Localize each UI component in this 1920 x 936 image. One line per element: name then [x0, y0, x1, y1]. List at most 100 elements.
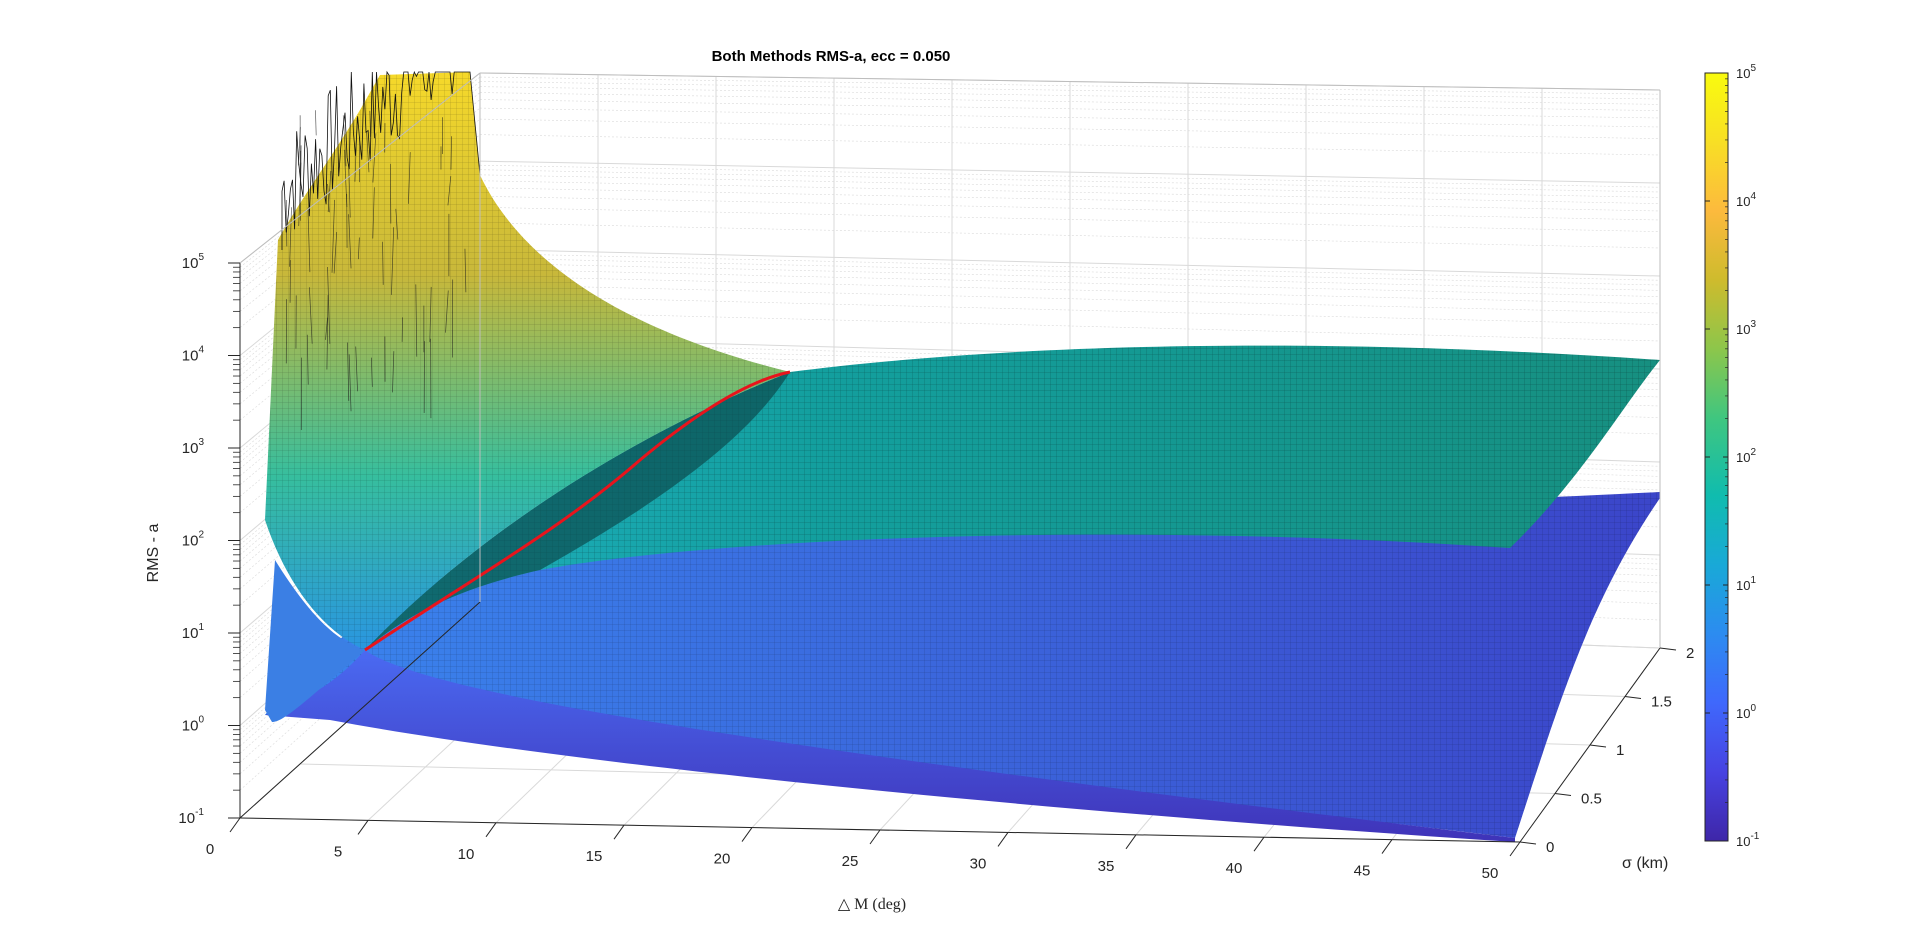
x-tick-label: 5	[334, 843, 342, 860]
x-tick	[1381, 839, 1393, 854]
x-tick	[1125, 834, 1137, 850]
noise-spike	[347, 342, 350, 401]
noise-spike	[331, 199, 335, 273]
noise-spike	[389, 163, 392, 224]
noise-spike	[382, 241, 384, 285]
y-tick-label: 1.5	[1651, 694, 1672, 711]
grid-line-z-minor	[479, 174, 1661, 198]
grid-line-z-minor	[479, 86, 1661, 105]
noise-spike	[391, 227, 395, 295]
x-tick	[869, 829, 881, 845]
y-tick-label: 2	[1686, 645, 1694, 662]
noise-spike	[464, 248, 467, 293]
noise-spike	[355, 346, 358, 392]
noise-spikes	[281, 70, 481, 430]
colorbar-tick-label: 104	[1736, 191, 1756, 209]
z-tick-label: 103	[182, 437, 205, 457]
axes-frame: 0 5 10 15 20 25 30 35 40 45 50 0 0.5 1 1.5 2 10-1 100 101 1…	[178, 72, 1694, 882]
y-tick	[1589, 744, 1607, 748]
z-axis-label: RMS - a	[145, 524, 162, 583]
noise-spike	[372, 187, 375, 239]
y-axis-label: σ (km)	[1622, 855, 1668, 872]
noise-spike	[285, 199, 288, 247]
noise-spike	[309, 287, 313, 344]
colorbar-tick-label: 101	[1736, 575, 1756, 593]
grid-line-z-minor	[479, 169, 1661, 193]
x-tick	[1253, 836, 1265, 852]
y-tick	[1624, 696, 1642, 699]
grid-line-z-minor	[479, 99, 1661, 119]
x-tick-label: 15	[586, 848, 603, 865]
grid-line-z-minor	[479, 295, 1661, 325]
noise-spike-trace	[281, 70, 481, 250]
x-tick	[229, 817, 241, 833]
z-tick-label: 105	[182, 252, 205, 272]
noise-spike	[371, 357, 373, 387]
x-axis-label: △ M (deg)	[838, 896, 906, 913]
grid-line-z	[479, 248, 1661, 277]
y-tick-label: 1	[1616, 742, 1624, 759]
grid-line-z-minor	[479, 262, 1661, 291]
x-tick-label: 35	[1098, 858, 1115, 875]
noise-spike	[366, 131, 370, 173]
intersection-line	[364, 370, 791, 652]
noise-spike	[408, 152, 411, 204]
noise-spike	[369, 110, 371, 137]
noise-spike	[342, 115, 347, 167]
noise-spike	[348, 354, 352, 412]
colorbar-ticks: 10-1 100 101 102 103 104 105	[1705, 63, 1760, 849]
y-tick	[1554, 793, 1572, 796]
noise-spike	[300, 145, 302, 221]
surface-lower	[265, 492, 1660, 842]
z-tick-label: 104	[182, 345, 205, 365]
noise-spike	[325, 317, 328, 340]
noise-spike	[372, 133, 377, 183]
grid-line-z-minor	[479, 134, 1661, 156]
y-tick	[1519, 841, 1537, 845]
z-tick-label: 100	[182, 715, 205, 735]
y-tick	[1659, 647, 1677, 651]
grid-line-z-minor	[479, 257, 1661, 286]
noise-spike	[429, 286, 432, 343]
colorbar-tick-label: 100	[1736, 703, 1756, 721]
x-tick	[485, 822, 497, 838]
x-tick	[997, 832, 1009, 847]
colorbar-tick-label: 103	[1736, 319, 1756, 337]
grid-line-z-minor	[479, 310, 1661, 342]
grid-line-z-minor	[479, 81, 1661, 100]
grid-line-z-minor	[479, 76, 1661, 95]
colorbar-tick-label: 102	[1736, 447, 1756, 465]
noise-spike	[358, 237, 360, 260]
x-tick-label: 45	[1354, 863, 1371, 880]
grid-line-z-minor	[479, 107, 1661, 128]
grid-line-z	[479, 160, 1661, 184]
noise-spike	[445, 290, 449, 333]
x-tick-label: 40	[1226, 860, 1243, 877]
chart-title: Both Methods RMS-a, ecc = 0.050	[712, 48, 951, 65]
x-tick-label: 30	[970, 855, 987, 872]
grid-line-z-minor	[479, 284, 1661, 314]
noise-spike	[327, 266, 331, 344]
grid-line-z-minor	[479, 118, 1661, 139]
noise-spike	[326, 294, 329, 370]
y-tick-label: 0	[1546, 839, 1554, 856]
lower-surface-front	[265, 650, 1515, 842]
lower-surface-dip	[265, 560, 365, 722]
grid-line-z-minor	[479, 92, 1661, 111]
x-tick	[741, 827, 753, 842]
noise-spike	[450, 136, 452, 170]
z-tick-label: 101	[182, 622, 205, 642]
colorbar-tick-label: 105	[1736, 63, 1756, 81]
x-tick	[613, 824, 625, 840]
x-tick-label: 50	[1482, 865, 1499, 882]
noise-spike	[348, 214, 352, 269]
x-tick	[1509, 841, 1521, 857]
z-tick-label: 102	[182, 530, 205, 550]
grid-line-z-minor	[479, 268, 1661, 297]
x-tick-label: 10	[458, 846, 475, 863]
noise-spike	[289, 207, 292, 267]
grid-line-z-minor	[479, 187, 1661, 212]
x-tick	[357, 820, 369, 835]
noise-spike	[327, 183, 330, 213]
